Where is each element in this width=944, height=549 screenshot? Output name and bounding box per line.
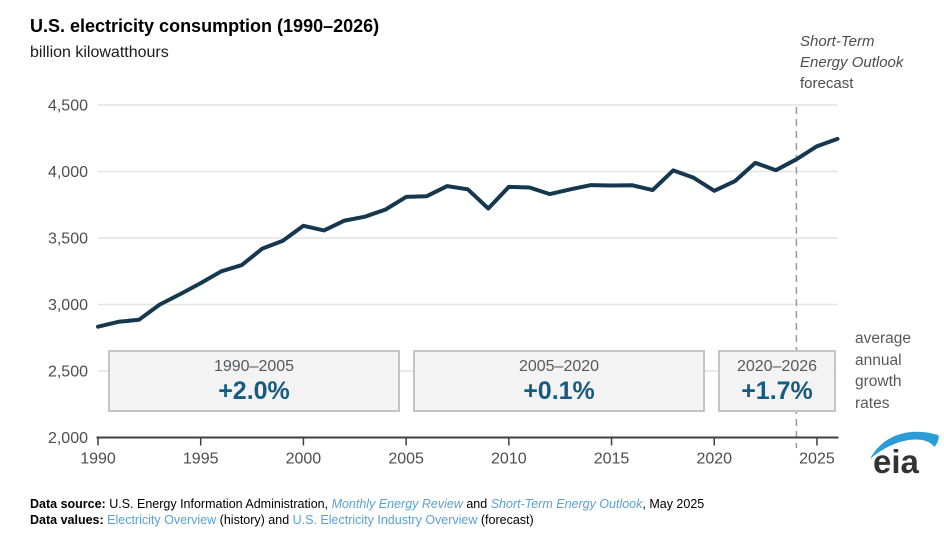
x-tick-label: 2020 — [696, 451, 732, 468]
x-tick-label: 2010 — [491, 451, 527, 468]
consumption-line — [96, 136, 840, 329]
growth-range-label: 1990–2005 — [213, 358, 295, 375]
x-tick-label: 2005 — [388, 451, 424, 468]
short-term-energy-outlook-link[interactable]: Short-Term Energy Outlook — [490, 497, 643, 511]
y-tick-label: 2,000 — [48, 430, 88, 447]
eia-logo: eia — [870, 431, 939, 480]
footer: Data source: U.S. Energy Information Adm… — [30, 496, 704, 528]
monthly-energy-review-link[interactable]: Monthly Energy Review — [331, 497, 463, 511]
growth-rate-box-1990-2005: 1990–2005 +2.0% — [108, 350, 400, 412]
forecast-annotation-line2: Energy Outlook — [800, 54, 904, 71]
data-values-text: (forecast) — [480, 513, 534, 527]
footer-data-values-line: Data values: Electricity Overview (histo… — [30, 512, 704, 528]
x-tick-label: 2015 — [594, 451, 630, 468]
x-tick-label: 2025 — [799, 451, 835, 468]
y-tick-label: 3,000 — [48, 297, 88, 314]
data-source-text: U.S. Energy Information Administration, — [109, 497, 329, 511]
x-tick-label: 1995 — [183, 451, 219, 468]
x-tick-label: 2000 — [286, 451, 322, 468]
forecast-annotation-line3: forecast — [800, 75, 854, 92]
growth-range-label: 2020–2026 — [736, 358, 818, 375]
avg-growth-note: average annual growth rates — [855, 330, 912, 412]
data-source-text: , May 2025 — [642, 497, 705, 511]
y-tick-label: 3,500 — [48, 231, 88, 248]
growth-rate-box-2020-2026: 2020–2026 +1.7% — [718, 350, 836, 412]
y-tick-label: 4,500 — [48, 98, 88, 115]
electricity-industry-overview-link[interactable]: U.S. Electricity Industry Overview — [292, 513, 478, 527]
data-values-text: (history) and — [219, 513, 290, 527]
chart-title: U.S. electricity consumption (1990–2026) — [30, 16, 380, 36]
data-source-text: and — [466, 497, 488, 511]
electricity-overview-link[interactable]: Electricity Overview — [107, 513, 217, 527]
growth-rate-value: +1.7% — [741, 377, 813, 405]
forecast-annotation: Short-Term Energy Outlook forecast — [800, 31, 903, 94]
footer-data-source-line: Data source: U.S. Energy Information Adm… — [30, 496, 704, 512]
chart-subtitle: billion kilowatthours — [30, 44, 169, 61]
data-source-label: Data source: — [30, 497, 106, 511]
growth-range-label: 2005–2020 — [518, 358, 600, 375]
y-tick-label: 4,000 — [48, 164, 88, 181]
y-tick-label: 2,500 — [48, 364, 88, 381]
eia-logo-text: eia — [873, 443, 920, 480]
growth-rate-value: +2.0% — [218, 377, 290, 405]
x-tick-label: 1990 — [80, 451, 116, 468]
data-values-label: Data values: — [30, 513, 104, 527]
eia-logo-swoosh-icon — [870, 431, 939, 459]
growth-rate-value: +0.1% — [523, 377, 595, 405]
forecast-annotation-line1: Short-Term — [800, 33, 875, 50]
growth-rate-box-2005-2020: 2005–2020 +0.1% — [413, 350, 705, 412]
